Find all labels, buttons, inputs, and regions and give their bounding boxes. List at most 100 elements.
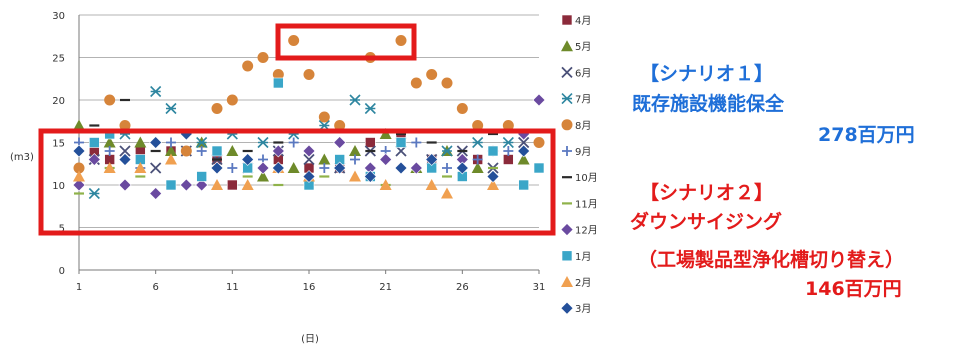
data-point bbox=[502, 120, 514, 131]
x-tick-label: 6 bbox=[152, 282, 158, 293]
data-point bbox=[118, 178, 132, 192]
data-point bbox=[288, 35, 300, 46]
data-point bbox=[426, 69, 438, 80]
x-tick-label: 26 bbox=[456, 282, 469, 293]
data-point bbox=[441, 187, 453, 199]
legend-item: 12月 bbox=[560, 223, 598, 237]
legend-label: 12月 bbox=[575, 225, 598, 237]
data-point bbox=[165, 153, 177, 165]
x-tick-label: 31 bbox=[533, 282, 546, 293]
data-point bbox=[394, 161, 408, 175]
data-point bbox=[72, 178, 86, 192]
data-point bbox=[273, 77, 284, 89]
data-point bbox=[103, 162, 116, 173]
highlight-box-scenario2 bbox=[38, 128, 556, 236]
data-point bbox=[119, 145, 131, 157]
data-point bbox=[196, 136, 208, 149]
data-point bbox=[518, 179, 529, 191]
legend-label: 8月 bbox=[575, 120, 591, 132]
data-point bbox=[73, 119, 85, 131]
data-point bbox=[104, 94, 116, 106]
scenario2-cost: 146百万円 bbox=[805, 278, 902, 300]
data-point bbox=[195, 178, 209, 192]
legend-marker bbox=[561, 66, 573, 79]
legend-marker bbox=[561, 119, 573, 131]
data-point bbox=[349, 94, 361, 106]
legend-label: 2月 bbox=[575, 277, 591, 289]
data-point bbox=[179, 178, 193, 192]
legend-item: 5月 bbox=[561, 40, 591, 53]
data-point bbox=[149, 187, 163, 200]
data-point bbox=[288, 137, 299, 148]
axes bbox=[78, 15, 540, 274]
data-point bbox=[471, 162, 484, 173]
data-point bbox=[395, 137, 407, 148]
data-point bbox=[441, 77, 453, 89]
x-tick-label: 16 bbox=[303, 282, 316, 293]
data-point bbox=[411, 137, 422, 148]
legend-label: 11月 bbox=[575, 198, 598, 210]
series-4 bbox=[73, 35, 545, 174]
data-point bbox=[472, 154, 483, 165]
data-point bbox=[73, 170, 85, 182]
legend-label: 3月 bbox=[575, 303, 591, 315]
data-point bbox=[303, 153, 315, 166]
data-point bbox=[72, 144, 86, 158]
series-11 bbox=[72, 127, 531, 183]
y-tick-label: 0 bbox=[59, 266, 65, 277]
legend: 4月 5月 6月 7月 8月 9月 10月 11月 12月 1月 2月 3月 bbox=[560, 14, 598, 315]
data-point bbox=[257, 170, 269, 182]
data-point bbox=[472, 120, 484, 131]
data-point bbox=[226, 145, 239, 156]
scenario1-title: 【シナリオ１】 bbox=[640, 63, 774, 85]
legend-item: 11月 bbox=[562, 198, 598, 210]
data-point bbox=[272, 69, 284, 80]
data-point bbox=[73, 162, 85, 174]
data-point bbox=[211, 179, 223, 190]
legend-item: 4月 bbox=[561, 14, 591, 27]
legend-item: 7月 bbox=[561, 93, 591, 106]
data-point bbox=[442, 163, 452, 173]
y-tick-label: 20 bbox=[52, 96, 65, 107]
data-point bbox=[455, 161, 469, 175]
scenario2-title: 【シナリオ２】 bbox=[640, 182, 774, 204]
x-tick-label: 11 bbox=[226, 282, 239, 293]
legend-marker bbox=[561, 93, 573, 105]
legend-label: 10月 bbox=[575, 172, 598, 184]
data-point bbox=[271, 144, 285, 158]
data-point bbox=[149, 136, 163, 149]
legend-marker bbox=[561, 14, 573, 26]
data-point bbox=[441, 145, 453, 157]
data-point bbox=[119, 120, 131, 131]
data-point bbox=[165, 102, 177, 115]
data-point bbox=[350, 154, 360, 165]
data-point bbox=[196, 146, 207, 156]
scenario1-cost: 278百万円 bbox=[818, 124, 915, 146]
data-point bbox=[211, 103, 223, 114]
data-point bbox=[87, 153, 101, 166]
data-point bbox=[395, 35, 407, 46]
data-point bbox=[517, 144, 531, 158]
legend-item: 1月 bbox=[561, 250, 591, 263]
legend-item: 3月 bbox=[560, 301, 591, 315]
data-point bbox=[118, 153, 132, 166]
legend-label: 9月 bbox=[575, 146, 591, 158]
data-point bbox=[257, 136, 269, 149]
data-point bbox=[379, 153, 393, 166]
data-point bbox=[242, 60, 254, 72]
legend-marker bbox=[561, 40, 573, 52]
legend-label: 1月 bbox=[575, 251, 591, 263]
highlight-box-scenario1 bbox=[275, 23, 417, 61]
series-9 bbox=[89, 77, 545, 191]
data-point bbox=[334, 120, 346, 131]
legend-label: 4月 bbox=[575, 15, 591, 27]
data-point bbox=[211, 145, 223, 157]
data-point bbox=[196, 171, 207, 182]
data-point bbox=[165, 179, 177, 191]
data-points bbox=[72, 35, 546, 200]
scenario2-detail: （工場製品型浄化槽切り替え） bbox=[638, 249, 905, 271]
data-point bbox=[227, 163, 238, 173]
legend-marker bbox=[562, 146, 572, 156]
data-point bbox=[487, 145, 499, 157]
